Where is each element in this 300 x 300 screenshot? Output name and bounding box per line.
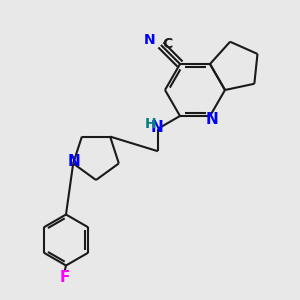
Text: N: N <box>205 112 218 128</box>
Text: N: N <box>144 32 156 46</box>
Text: N: N <box>151 120 164 135</box>
Text: N: N <box>68 154 80 169</box>
Text: H: H <box>145 117 156 131</box>
Text: F: F <box>59 270 70 285</box>
Text: C: C <box>162 37 172 51</box>
